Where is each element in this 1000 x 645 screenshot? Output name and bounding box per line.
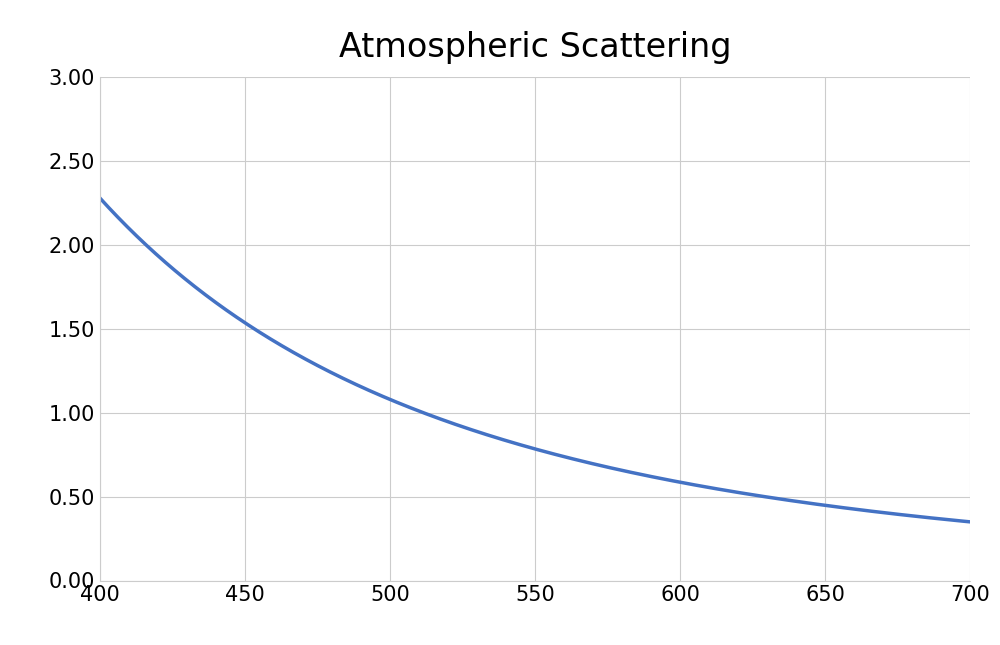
- Title: Atmospheric Scattering: Atmospheric Scattering: [339, 30, 731, 64]
